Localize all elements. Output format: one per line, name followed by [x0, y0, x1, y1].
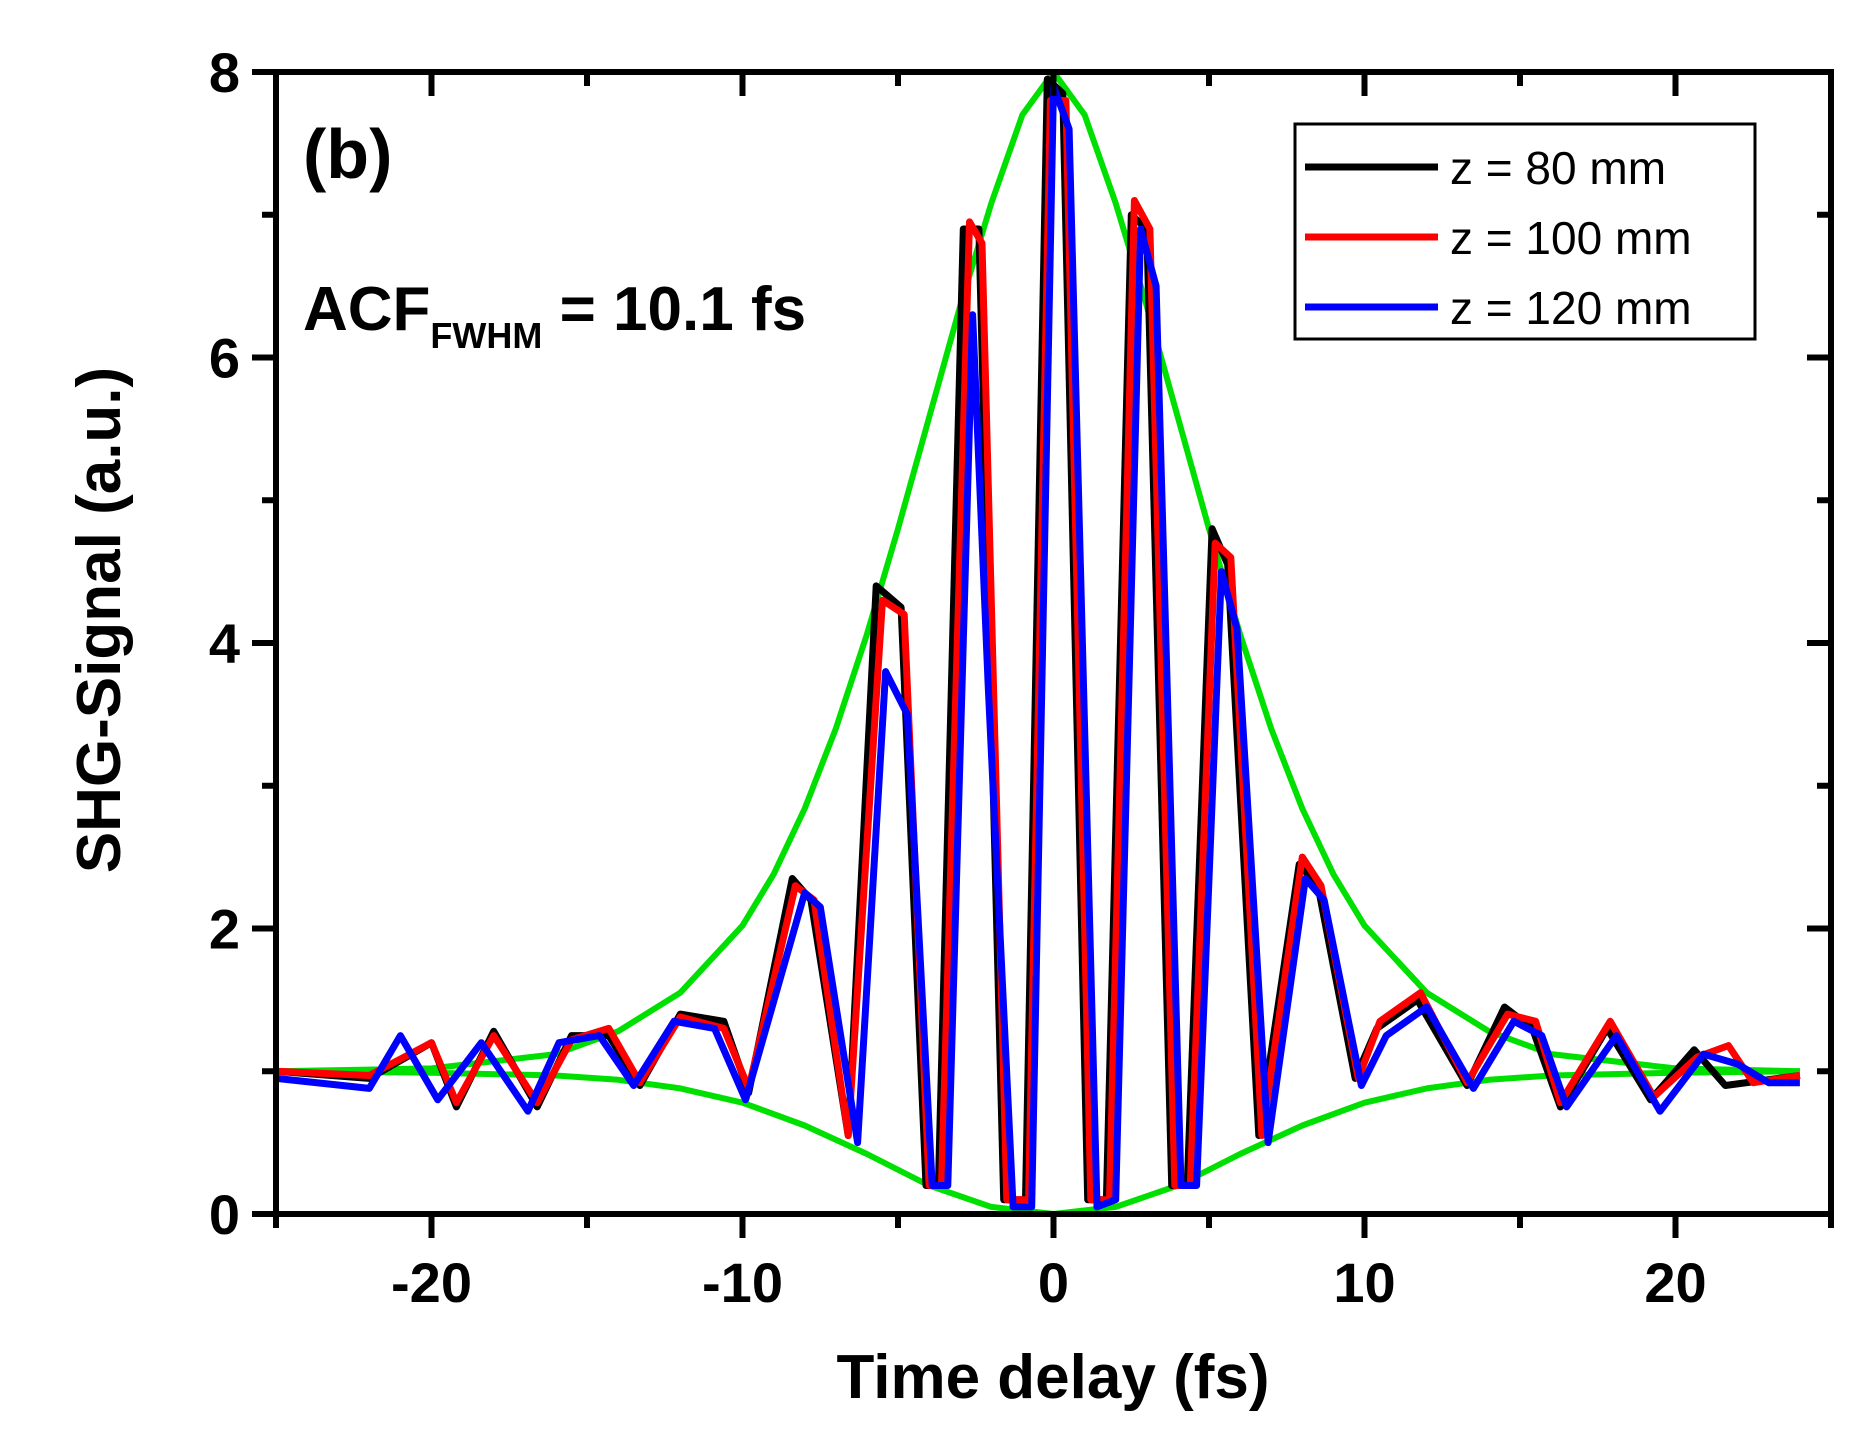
series-line-z-100-mm — [276, 97, 1801, 1204]
x-tick-label: 10 — [1333, 1251, 1395, 1314]
y-tick-label: 8 — [209, 41, 240, 104]
x-tick-label: 20 — [1644, 1251, 1706, 1314]
legend-box — [1293, 122, 1757, 341]
ticks-layer — [252, 69, 1834, 1238]
legend-entry-2: z = 120 mm — [1450, 282, 1692, 334]
legend-entry-0: z = 80 mm — [1450, 142, 1666, 194]
x-axis-title: Time delay (fs) — [836, 1343, 1269, 1412]
x-tick-label: -10 — [702, 1251, 783, 1314]
legend: z = 80 mm z = 100 mm z = 120 mm — [1293, 122, 1757, 341]
y-tick-label: 6 — [209, 327, 240, 390]
panel-label: (b) — [303, 115, 392, 193]
acf-annotation: ACFFWHM = 10.1 fs — [303, 275, 806, 356]
x-tick-label: 0 — [1038, 1251, 1069, 1314]
tick-labels-layer: -20 -10 0 10 20 0 2 4 6 8 — [209, 41, 1707, 1314]
y-tick-label: 0 — [209, 1183, 240, 1246]
y-tick-label: 2 — [209, 898, 240, 961]
acf-main: ACF — [303, 275, 430, 344]
series-line-upper-envelope — [276, 72, 1800, 1075]
y-tick-label: 4 — [209, 612, 240, 675]
legend-entry-1: z = 100 mm — [1450, 212, 1692, 264]
series-line-z-120-mm — [276, 82, 1800, 1211]
x-tick-label: -20 — [391, 1251, 472, 1314]
acf-suffix: = 10.1 fs — [542, 275, 806, 344]
y-axis-title: SHG-Signal (a.u.) — [65, 367, 134, 873]
acf-subscript: FWHM — [430, 315, 542, 356]
